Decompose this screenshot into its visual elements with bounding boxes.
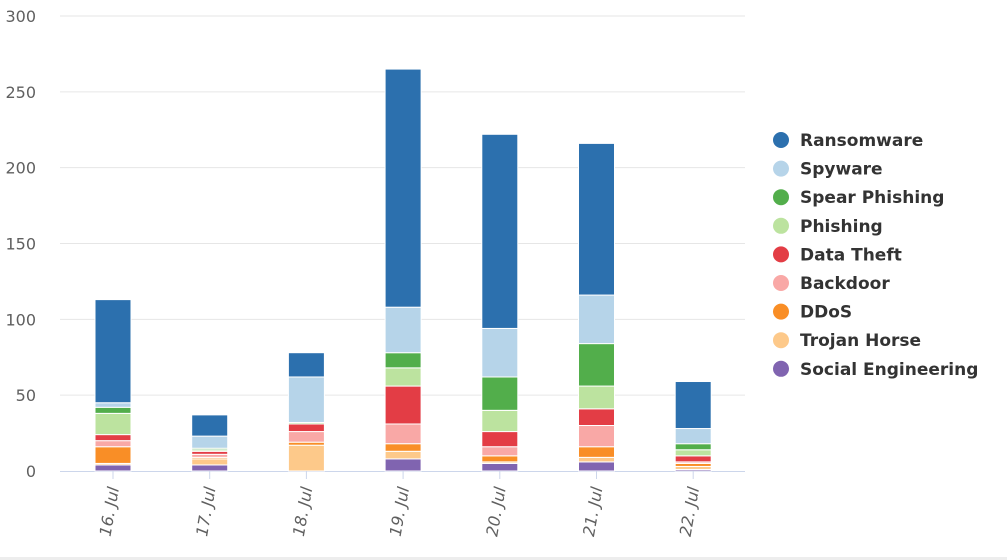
bar-segment[interactable] (578, 343, 615, 387)
legend-marker (773, 275, 789, 291)
legend-label: Spyware (800, 160, 883, 180)
legend-item[interactable]: DDoS (773, 303, 852, 323)
bar-segment[interactable] (384, 306, 422, 354)
legend[interactable]: Ransomware Spyware Spear Phishing Phishing D… (773, 131, 978, 380)
bar-segment[interactable] (94, 402, 132, 408)
bar-segment[interactable] (578, 142, 615, 296)
legend-item[interactable]: Ransomware (773, 131, 923, 151)
bar-segment[interactable] (674, 449, 712, 457)
bar-segment[interactable] (481, 455, 519, 463)
bar-segment[interactable] (481, 431, 519, 448)
legend-label: DDoS (800, 303, 852, 323)
y-tick-label: 100 (5, 310, 36, 329)
legend-item[interactable]: Social Engineering (773, 360, 978, 380)
bar-segment[interactable] (578, 408, 615, 427)
x-tick-label: 22. Jul (676, 485, 703, 538)
bars (94, 68, 712, 472)
x-tick-label: 17. Jul (192, 485, 219, 538)
x-tick-label: 16. Jul (96, 485, 123, 538)
legend-label: Spear Phishing (800, 188, 944, 208)
bar-segment[interactable] (481, 327, 519, 378)
legend-item[interactable]: Data Theft (773, 245, 902, 265)
legend-label: Trojan Horse (800, 331, 921, 351)
bar-segment[interactable] (578, 294, 615, 345)
x-axis-ticks: 16. Jul 17. Jul 18. Jul 19. Jul 20. Jul 21. J… (96, 471, 703, 538)
bar-segment[interactable] (481, 446, 519, 457)
bar-segment[interactable] (94, 412, 132, 436)
y-tick-label: 0 (26, 462, 36, 481)
x-tick-label: 19. Jul (386, 485, 413, 538)
bar-segment[interactable] (94, 299, 132, 404)
bar-segment[interactable] (481, 409, 519, 433)
bar-segment[interactable] (384, 385, 422, 425)
legend-label: Social Engineering (800, 360, 978, 380)
bar-segment[interactable] (674, 381, 712, 430)
legend-item[interactable]: Spear Phishing (773, 188, 944, 208)
y-tick-label: 50 (16, 386, 36, 405)
x-tick-label: 21. Jul (579, 485, 606, 538)
bar-segment[interactable] (578, 385, 615, 410)
y-axis-ticks: 0 50 100 150 200 250 300 (5, 7, 36, 481)
legend-label: Ransomware (800, 131, 923, 151)
bar-segment[interactable] (191, 458, 229, 466)
bar-segment[interactable] (674, 428, 712, 445)
legend-label: Backdoor (800, 274, 890, 294)
bar-segment[interactable] (384, 450, 422, 460)
bar-segment[interactable] (674, 455, 712, 463)
bar-segment[interactable] (384, 367, 422, 387)
legend-marker (773, 132, 789, 148)
legend-marker (773, 332, 789, 349)
legend-marker (773, 160, 789, 177)
bar-segment[interactable] (287, 423, 325, 433)
bar-segment[interactable] (384, 458, 422, 472)
bar-segment[interactable] (384, 443, 422, 452)
bar-segment[interactable] (384, 352, 422, 369)
bar-segment[interactable] (94, 446, 132, 464)
bar-segment[interactable] (94, 440, 132, 448)
bar-segment[interactable] (287, 444, 325, 472)
bar-segment[interactable] (94, 406, 132, 414)
legend-marker (773, 189, 789, 206)
bar-segment[interactable] (287, 376, 325, 423)
legend-item[interactable]: Backdoor (773, 274, 890, 294)
bar-segment[interactable] (191, 435, 229, 449)
bar-segment[interactable] (384, 68, 422, 308)
x-tick-label: 20. Jul (482, 485, 509, 538)
bar-segment[interactable] (191, 414, 229, 437)
legend-marker (773, 217, 789, 234)
legend-marker (773, 303, 789, 320)
bar-segment[interactable] (578, 425, 615, 448)
legend-item[interactable]: Phishing (773, 217, 883, 237)
bar-segment[interactable] (674, 443, 712, 451)
legend-marker (773, 246, 789, 263)
bottom-divider (0, 557, 1007, 560)
bar-segment[interactable] (481, 462, 519, 472)
legend-marker (773, 360, 789, 377)
legend-label: Data Theft (800, 245, 902, 265)
bar-segment[interactable] (94, 464, 132, 472)
y-tick-label: 150 (5, 235, 36, 254)
bar-segment[interactable] (384, 423, 422, 445)
legend-label: Phishing (800, 217, 883, 237)
bar-segment[interactable] (481, 376, 519, 411)
bar-segment[interactable] (287, 352, 325, 378)
legend-item[interactable]: Trojan Horse (773, 331, 921, 351)
bar-segment[interactable] (481, 133, 519, 329)
y-tick-label: 300 (5, 7, 36, 26)
y-tick-label: 200 (5, 159, 36, 178)
x-tick-label: 18. Jul (289, 485, 316, 538)
bar-segment[interactable] (578, 446, 615, 458)
bar-segment[interactable] (578, 461, 615, 472)
bar-segment[interactable] (578, 456, 615, 463)
legend-item[interactable]: Spyware (773, 160, 883, 180)
bar-segment[interactable] (94, 434, 132, 442)
bar-segment[interactable] (287, 431, 325, 443)
y-tick-label: 250 (5, 83, 36, 102)
bar-segment[interactable] (191, 464, 229, 472)
